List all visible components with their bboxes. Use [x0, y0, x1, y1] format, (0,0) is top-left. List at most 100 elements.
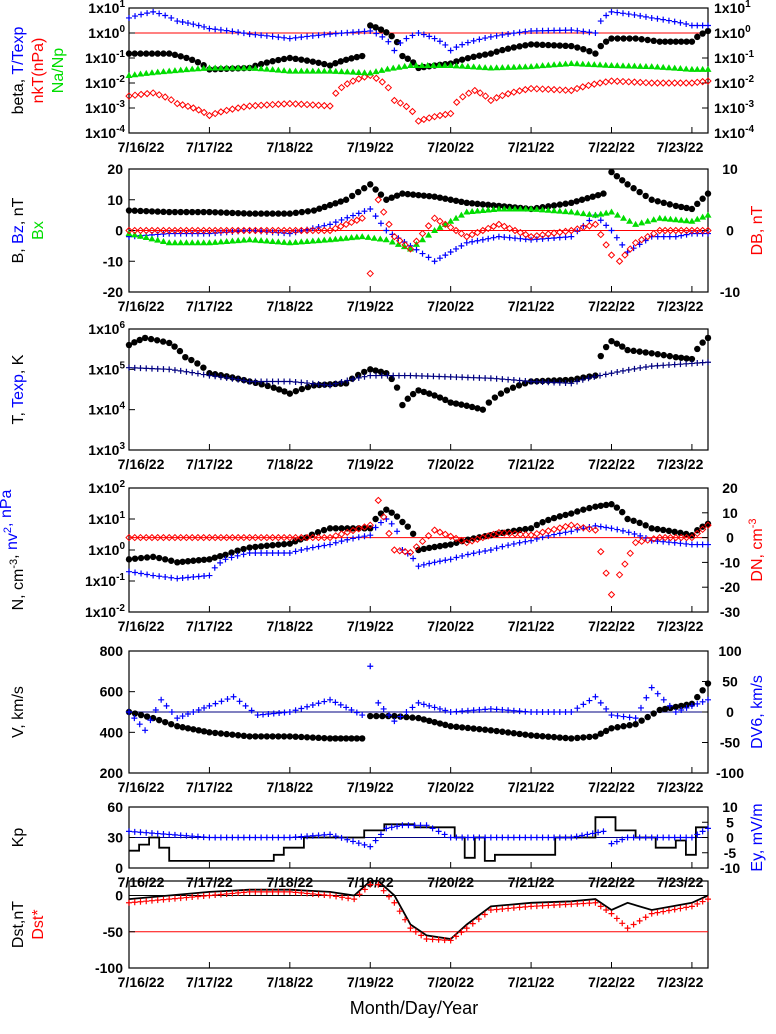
data-point	[464, 724, 472, 732]
data-point	[603, 222, 610, 229]
data-point	[131, 715, 138, 722]
data-point	[561, 522, 570, 531]
data-point	[490, 202, 497, 209]
data-point	[331, 224, 340, 233]
data-point	[447, 834, 454, 841]
data-point	[453, 539, 460, 546]
x-tick-label: 7/22/22	[588, 779, 635, 795]
data-point	[177, 53, 184, 60]
data-point	[125, 50, 133, 57]
data-point	[205, 239, 213, 246]
data-point	[504, 63, 512, 70]
data-point	[650, 710, 657, 717]
data-point	[297, 238, 305, 245]
data-point	[166, 339, 173, 347]
data-point	[429, 825, 436, 832]
data-point	[149, 89, 157, 97]
data-point	[367, 532, 374, 539]
data-point	[527, 531, 535, 539]
data-point	[359, 52, 366, 60]
data-point	[556, 379, 563, 386]
data-point	[240, 377, 247, 384]
data-point	[125, 226, 133, 235]
data-point	[396, 237, 404, 245]
data-point	[556, 901, 563, 908]
data-point	[522, 530, 530, 539]
data-point	[131, 207, 138, 214]
data-point	[447, 709, 454, 715]
data-point	[436, 38, 443, 45]
data-point	[442, 396, 449, 404]
data-point	[174, 723, 181, 730]
data-point	[419, 236, 427, 243]
data-point	[320, 526, 328, 534]
data-point	[682, 533, 691, 542]
data-point	[384, 372, 391, 379]
data-point	[321, 60, 328, 68]
data-point	[573, 209, 581, 216]
data-point	[415, 191, 422, 199]
data-point	[522, 377, 529, 384]
data-point	[195, 557, 202, 564]
data-point	[580, 701, 587, 708]
data-point	[670, 79, 679, 87]
x-tick-label: 7/18/22	[266, 298, 313, 314]
y-axis-title: B, Bz, nT	[10, 197, 27, 263]
data-point	[206, 372, 213, 379]
data-point	[505, 30, 512, 37]
data-point	[636, 519, 643, 527]
data-point	[211, 226, 219, 235]
data-point	[269, 834, 276, 841]
data-point	[426, 544, 433, 552]
data-point	[699, 898, 706, 905]
data-point	[545, 516, 552, 524]
data-point	[420, 545, 428, 553]
data-point	[303, 734, 311, 741]
data-point	[240, 551, 247, 558]
data-point	[131, 50, 138, 57]
x-tick-label: 7/19/22	[347, 298, 394, 314]
data-point	[367, 881, 374, 888]
x-tick-label: 7/16/22	[118, 974, 165, 990]
data-point	[471, 86, 479, 95]
data-point	[515, 87, 524, 95]
data-point	[246, 31, 253, 38]
data-point	[366, 69, 374, 76]
data-point	[303, 226, 311, 235]
data-point	[688, 205, 696, 213]
data-point	[240, 545, 247, 553]
data-point	[613, 172, 621, 180]
data-point	[344, 836, 351, 843]
data-point	[683, 701, 690, 709]
data-point	[188, 65, 196, 72]
right-tick-label: -10	[720, 284, 740, 300]
data-point	[562, 27, 569, 34]
y-tick-label: 1x10-1	[85, 572, 125, 589]
data-point	[435, 828, 442, 835]
data-point	[504, 729, 512, 736]
data-point	[522, 903, 529, 910]
y-tick-label: 20	[107, 161, 123, 177]
data-point	[562, 901, 569, 908]
data-point	[677, 905, 684, 912]
data-point	[380, 705, 387, 712]
data-point	[603, 524, 610, 531]
data-point	[269, 66, 277, 73]
data-point	[240, 889, 247, 896]
data-point	[504, 90, 512, 98]
data-point	[654, 538, 661, 545]
data-point	[177, 895, 184, 902]
data-point	[503, 387, 511, 394]
data-point	[522, 28, 529, 35]
data-point	[666, 352, 674, 360]
data-point	[217, 559, 224, 566]
data-point	[683, 204, 690, 212]
data-point	[309, 533, 317, 542]
data-point	[263, 378, 270, 385]
data-point	[415, 563, 422, 570]
data-point	[431, 704, 438, 711]
data-point	[350, 376, 357, 383]
data-point	[470, 707, 477, 714]
data-point	[528, 903, 535, 910]
data-point	[281, 834, 288, 841]
